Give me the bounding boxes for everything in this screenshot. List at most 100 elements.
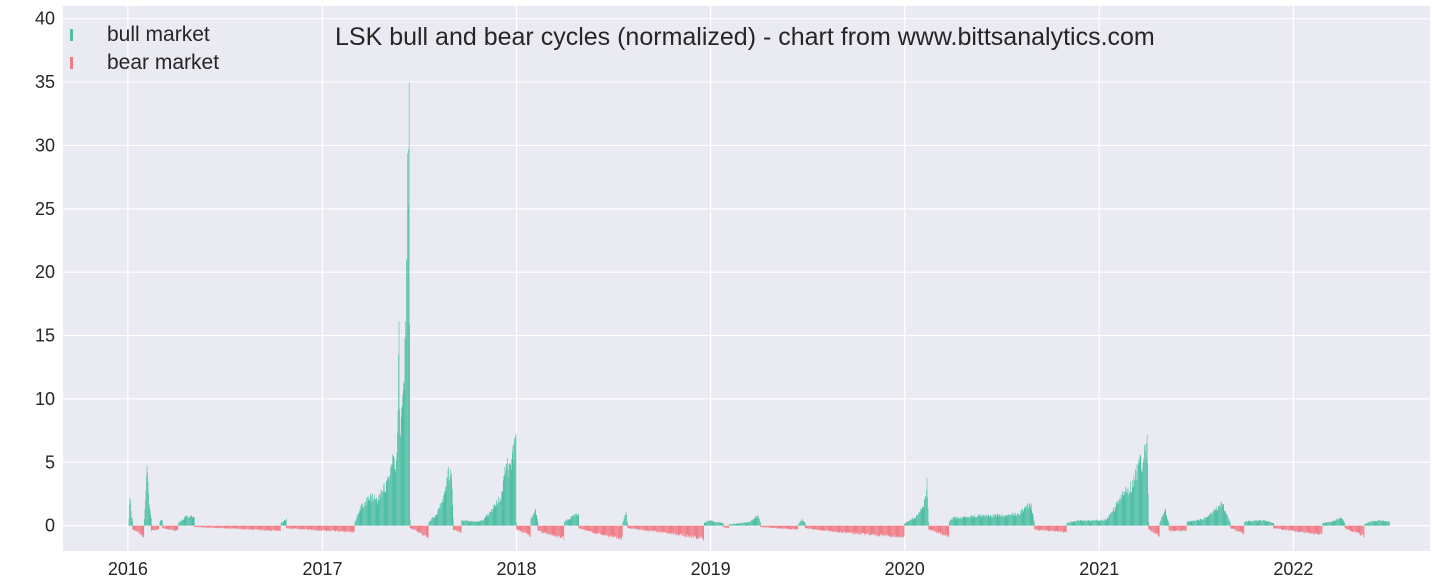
- bear-market-bar: [538, 525, 539, 531]
- bull-market-bar: [388, 477, 389, 526]
- bull-market-bar: [1027, 503, 1028, 526]
- bear-market-bar: [549, 525, 551, 535]
- bull-market-bar: [1138, 459, 1139, 526]
- bull-market-bar: [162, 520, 163, 526]
- bull-market-bar: [1267, 521, 1269, 526]
- bull-market-bar: [468, 521, 470, 526]
- bear-market-bar: [895, 525, 897, 536]
- bull-market-bar: [1220, 506, 1221, 526]
- bull-market-bar: [963, 516, 965, 526]
- bull-market-bar: [923, 507, 925, 526]
- bull-market-bar: [1333, 520, 1335, 526]
- bull-market-bar: [565, 521, 566, 526]
- bull-market-bar: [1021, 513, 1022, 526]
- bull-market-bar: [394, 469, 396, 526]
- bear-market-bar: [728, 525, 729, 528]
- bear-market-bar: [827, 525, 828, 531]
- bear-market-bar: [761, 525, 762, 528]
- bear-market-bar: [559, 525, 561, 539]
- bear-market-bar: [208, 525, 209, 528]
- bear-market-bar: [199, 525, 200, 527]
- bear-market-bar: [1299, 525, 1301, 532]
- bear-market-bar: [142, 525, 144, 538]
- bear-market-bar: [1035, 525, 1037, 529]
- bear-market-bar: [781, 525, 782, 529]
- bull-market-bar: [1383, 521, 1385, 526]
- bear-market-bar: [1047, 525, 1049, 531]
- bear-market-bar: [251, 525, 253, 530]
- bear-market-bar: [696, 525, 698, 540]
- bull-market-bar: [917, 515, 918, 526]
- bear-market-bar: [325, 525, 326, 531]
- bull-market-bar: [1379, 519, 1380, 526]
- bull-market-bar: [572, 515, 573, 526]
- bull-market-bar: [446, 486, 447, 526]
- bear-market-bar: [263, 525, 265, 530]
- bull-market-bar: [407, 206, 409, 526]
- bear-market-bar: [812, 525, 813, 529]
- bear-market-bar: [656, 525, 657, 532]
- bull-market-bar: [504, 475, 505, 526]
- bull-market-bar: [403, 389, 405, 526]
- bear-market-bar: [427, 525, 429, 538]
- bull-market-bar: [569, 519, 571, 526]
- bear-market-bar: [555, 525, 557, 536]
- bull-market-bar: [1136, 480, 1137, 526]
- bull-market-bar: [490, 511, 492, 526]
- bear-market-bar: [649, 525, 650, 532]
- bear-market-bar: [309, 525, 311, 530]
- bear-market-bar: [350, 525, 352, 532]
- bull-market-bar: [1139, 454, 1141, 526]
- bull-market-bar: [450, 478, 452, 526]
- bear-market-bar: [797, 525, 799, 529]
- bull-market-bar: [470, 522, 472, 526]
- bull-market-bar: [1100, 519, 1101, 526]
- bear-market-bar: [1239, 525, 1241, 532]
- bear-market-bar: [578, 525, 580, 528]
- bear-market-bar: [596, 525, 598, 535]
- bull-market-bar: [1106, 518, 1108, 526]
- bull-market-bar: [438, 508, 440, 526]
- bear-market-bar: [866, 525, 867, 535]
- bull-market-bar: [714, 522, 716, 526]
- bull-market-bar: [1026, 505, 1027, 526]
- x-tick-label: 2018: [497, 559, 537, 579]
- bull-market-bar: [1336, 519, 1337, 526]
- bear-market-bar: [339, 525, 341, 532]
- bear-market-bar: [286, 525, 288, 529]
- bull-market-bar: [733, 523, 735, 526]
- bull-market-bar: [736, 523, 737, 526]
- bear-market-bar: [412, 525, 413, 529]
- bear-market-bar: [937, 525, 938, 532]
- bull-market-bar: [1019, 515, 1020, 526]
- bull-market-bar: [397, 410, 399, 526]
- bull-market-bar: [1382, 520, 1384, 526]
- bear-market-bar: [271, 525, 273, 531]
- bull-market-bar: [147, 472, 148, 526]
- bull-market-bar: [398, 321, 400, 526]
- bull-market-bar: [1197, 519, 1198, 526]
- bull-market-bar: [1082, 521, 1084, 526]
- bear-market-bar: [1280, 525, 1282, 530]
- bull-market-bar: [1109, 515, 1111, 526]
- bear-market-bar: [269, 525, 271, 531]
- bear-market-bar: [453, 525, 455, 530]
- bull-market-bar: [180, 521, 182, 526]
- bear-market-bar: [170, 525, 171, 530]
- bull-market-bar: [442, 502, 444, 526]
- bear-market-bar: [265, 525, 267, 531]
- bear-market-bar: [807, 525, 808, 529]
- bear-market-bar: [1038, 525, 1040, 531]
- bear-market-bar: [418, 525, 420, 533]
- bear-market-bar: [641, 525, 643, 531]
- bull-market-bar: [430, 521, 431, 526]
- bear-market-bar: [298, 525, 299, 530]
- bear-market-bar: [1038, 525, 1039, 530]
- bear-market-bar: [610, 525, 612, 537]
- bear-market-bar: [1363, 525, 1364, 537]
- bear-market-bar: [335, 525, 337, 531]
- bull-market-bar: [1020, 511, 1021, 526]
- bull-market-bar: [982, 515, 983, 526]
- bull-market-bar: [1168, 521, 1169, 526]
- bull-market-bar: [1030, 506, 1031, 526]
